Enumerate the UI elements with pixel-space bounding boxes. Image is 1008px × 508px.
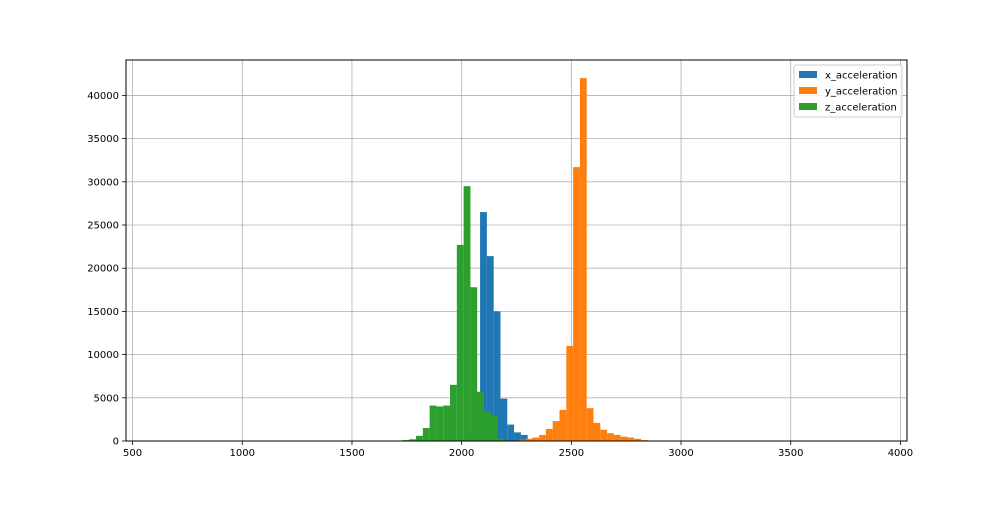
legend-label: y_acceleration: [825, 87, 898, 98]
histogram-bar: [525, 438, 533, 441]
histogram-bar: [573, 167, 580, 441]
histogram-bar: [450, 384, 457, 441]
legend: x_acceleration y_acceleration z_accelerati…: [793, 64, 903, 118]
y-tick-label: 20000: [87, 264, 119, 275]
histogram-bar: [484, 411, 491, 441]
y-tick-label: 5000: [94, 393, 119, 404]
histogram-bar: [518, 439, 526, 441]
legend-label: x_acceleration: [825, 71, 898, 82]
x-tick-label: 3000: [668, 448, 693, 459]
histogram-bar: [463, 186, 471, 441]
legend-swatch: [799, 71, 817, 78]
y-tick-label: 10000: [87, 350, 119, 361]
histogram-bar: [613, 434, 621, 441]
histogram-bar: [429, 405, 437, 441]
histogram-bar: [600, 429, 608, 441]
series-z_acceleration: [402, 186, 505, 441]
histogram-bar: [490, 415, 498, 441]
histogram-bar: [470, 287, 478, 441]
histogram-bar: [480, 212, 487, 441]
legend-label: z_acceleration: [825, 103, 897, 114]
histogram-bar: [539, 434, 546, 441]
legend-swatch: [799, 87, 817, 94]
histogram-bar: [514, 432, 521, 441]
histogram-bar: [436, 406, 444, 441]
x-tick-label: 2500: [559, 448, 584, 459]
y-tick-label: 30000: [87, 177, 119, 188]
legend-box: [793, 64, 903, 118]
x-axis: 500 1000 1500 2000 2500 3000 3500 4000: [123, 441, 913, 459]
histogram-bar: [586, 408, 594, 441]
histogram-bar: [593, 422, 601, 441]
y-tick-label: 0: [113, 437, 119, 448]
histogram-bar: [627, 437, 635, 441]
y-tick-label: 15000: [87, 307, 119, 318]
histogram-bar: [493, 311, 501, 441]
histogram-bar: [566, 345, 574, 441]
histogram-bar: [552, 421, 560, 441]
histogram-bar: [497, 438, 505, 441]
histogram-bar: [477, 391, 485, 441]
histogram-bar: [507, 424, 515, 441]
plot-area-frame: [125, 59, 908, 442]
x-tick-label: 4000: [888, 448, 913, 459]
series-y_acceleration: [518, 78, 648, 442]
x-tick-label: 500: [123, 448, 142, 459]
histogram-bar: [532, 437, 540, 441]
histogram-bar: [416, 435, 423, 441]
histogram-bar: [409, 439, 417, 441]
x-tick-label: 3500: [778, 448, 803, 459]
y-axis: 0 5000 10000 15000 20000 25000 30000 35000 40000: [87, 91, 126, 448]
histogram-bar: [443, 405, 451, 441]
histogram-bar: [607, 433, 614, 441]
histogram-bar: [500, 398, 508, 441]
histogram-bar: [456, 244, 464, 441]
y-tick-label: 25000: [87, 221, 119, 232]
histogram-bar: [559, 409, 567, 441]
histogram-bar: [520, 434, 528, 441]
histogram-bar: [545, 428, 553, 441]
y-tick-label: 40000: [87, 91, 119, 102]
histogram-bar: [620, 436, 628, 441]
histogram-bar: [634, 438, 642, 441]
histogram-bars: [402, 78, 648, 442]
x-tick-label: 1000: [230, 448, 255, 459]
x-tick-label: 2000: [449, 448, 474, 459]
histogram-bar: [579, 78, 587, 442]
legend-swatch: [799, 103, 817, 110]
y-tick-label: 35000: [87, 134, 119, 145]
x-tick-label: 1500: [339, 448, 364, 459]
histogram-bar: [422, 428, 430, 441]
histogram-bar: [486, 256, 494, 441]
